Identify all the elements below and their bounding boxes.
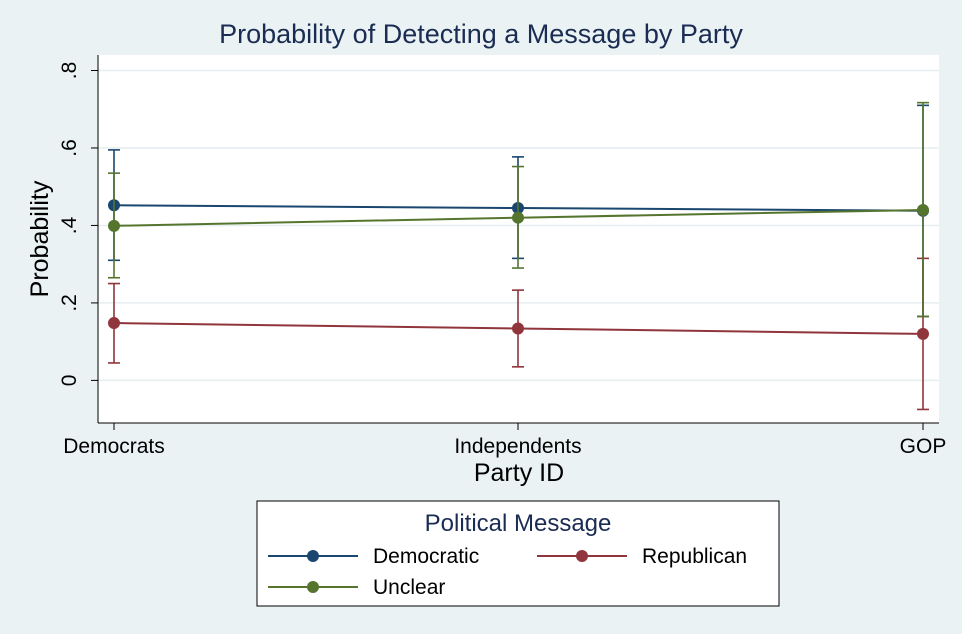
legend-box (256, 500, 780, 607)
x-tick-label: Democrats (63, 435, 165, 458)
legend-items: Democratic Republican Unclear (268, 545, 747, 599)
data-point (512, 211, 524, 224)
legend-title: Political Message (425, 510, 612, 537)
series-group (108, 101, 929, 411)
legend: Political Message Democratic Republican Un… (256, 500, 780, 607)
legend-item: Democratic (268, 545, 479, 568)
legend-label: Republican (642, 545, 747, 568)
y-tick-label: .4 (58, 216, 81, 234)
data-point (108, 317, 120, 330)
x-tick-label: GOP (900, 435, 947, 458)
y-tick-label: .2 (58, 294, 81, 312)
y-tick-label: .6 (58, 139, 81, 157)
legend-swatch-marker (307, 581, 319, 593)
legend-swatch-marker (576, 550, 588, 562)
data-point (512, 322, 524, 335)
legend-label: Unclear (373, 576, 445, 599)
data-point (917, 203, 929, 216)
y-tick-label: .8 (58, 62, 81, 80)
series-unclear (108, 101, 929, 318)
x-axis-title: Party ID (474, 459, 564, 487)
legend-item: Unclear (268, 576, 445, 599)
y-tick-label: 0 (58, 375, 81, 387)
legend-swatch-marker (307, 550, 319, 562)
legend-label: Democratic (373, 545, 479, 568)
chart-title: Probability of Detecting a Message by Pa… (219, 19, 743, 49)
y-axis-title: Probability (26, 180, 54, 297)
axes: 0 .2 .4 .6 .8 Democrats Independents GOP (58, 55, 946, 458)
legend-item: Republican (537, 545, 747, 568)
data-point (917, 327, 929, 340)
x-tick-label: Independents (454, 435, 581, 458)
data-point (108, 219, 120, 232)
